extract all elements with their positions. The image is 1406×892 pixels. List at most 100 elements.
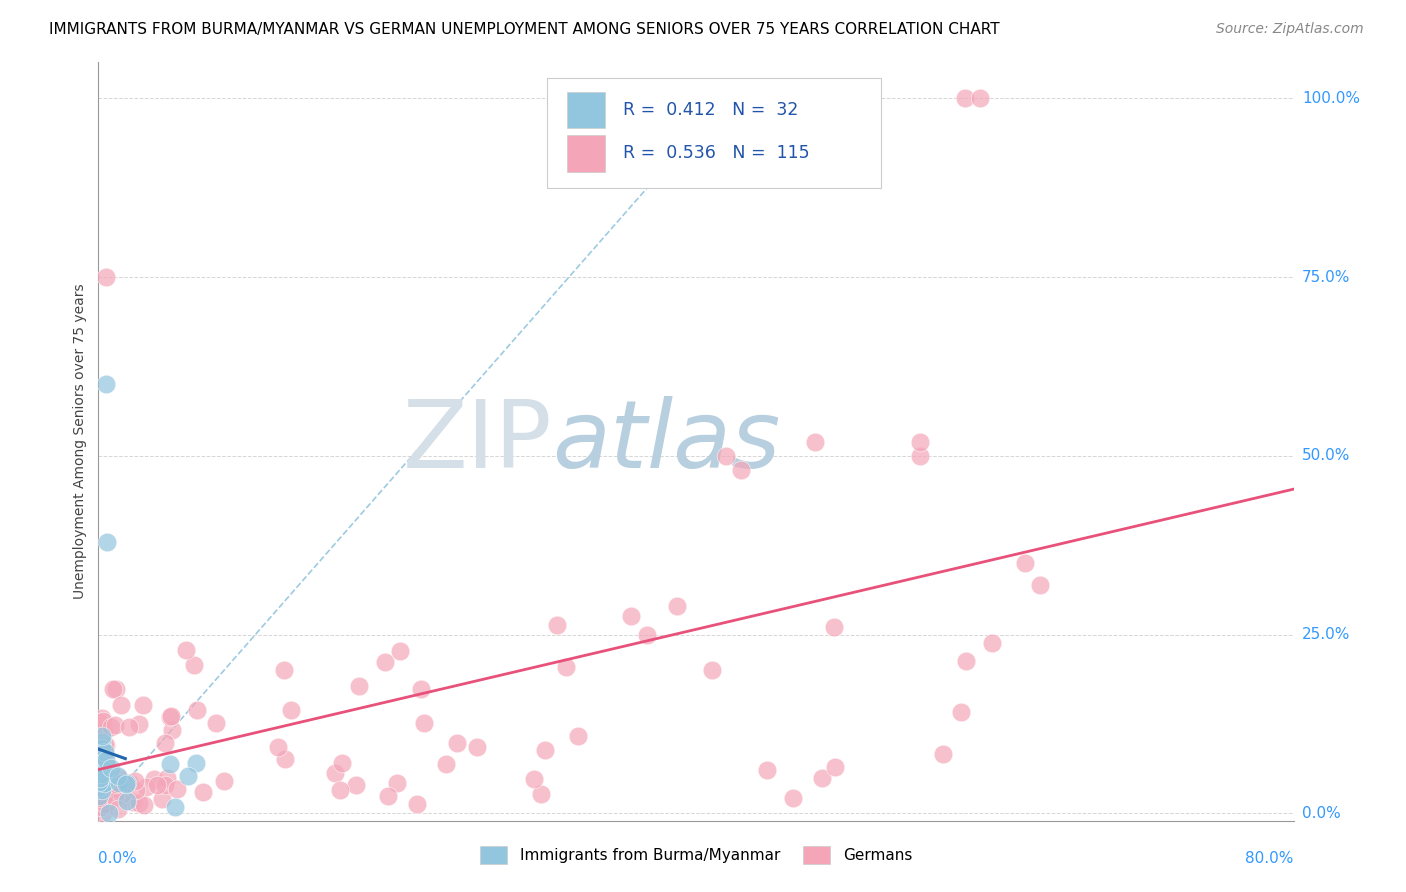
FancyBboxPatch shape: [567, 136, 605, 171]
Point: [89, 751, 111, 765]
Point: [546, 618, 568, 632]
Text: R =  0.412   N =  32: R = 0.412 N = 32: [623, 101, 799, 120]
Point: [330, 756, 353, 771]
Point: [90, 799, 112, 814]
Point: [91, 806, 114, 821]
Point: [165, 800, 187, 814]
Point: [377, 789, 399, 803]
Point: [132, 698, 155, 712]
Point: [730, 463, 752, 477]
Point: [142, 772, 165, 786]
Point: [87, 782, 110, 797]
Point: [620, 609, 643, 624]
Point: [128, 796, 150, 810]
Point: [107, 769, 129, 783]
Point: [103, 790, 125, 805]
Point: [969, 91, 991, 105]
Point: [107, 802, 129, 816]
Point: [755, 763, 778, 777]
Point: [465, 740, 488, 755]
Point: [824, 759, 846, 773]
Text: IMMIGRANTS FROM BURMA/MYANMAR VS GERMAN UNEMPLOYMENT AMONG SENIORS OVER 75 YEARS: IMMIGRANTS FROM BURMA/MYANMAR VS GERMAN …: [49, 22, 1000, 37]
Point: [191, 784, 214, 798]
Text: 0.0%: 0.0%: [1302, 806, 1340, 821]
Point: [953, 91, 976, 105]
Point: [91, 735, 114, 749]
Point: [409, 682, 432, 697]
Point: [124, 773, 146, 788]
Text: 0.0%: 0.0%: [98, 851, 138, 866]
FancyBboxPatch shape: [567, 92, 605, 128]
Point: [87, 791, 110, 805]
Point: [273, 663, 295, 677]
Point: [530, 787, 553, 801]
Point: [177, 769, 200, 783]
Point: [385, 776, 408, 790]
Point: [214, 774, 236, 789]
Point: [90, 746, 112, 760]
Point: [120, 776, 142, 790]
Point: [955, 654, 977, 668]
Point: [150, 792, 173, 806]
Point: [329, 783, 352, 797]
Point: [1028, 577, 1050, 591]
Point: [87, 774, 110, 789]
Point: [100, 761, 122, 775]
Point: [90, 711, 112, 725]
Point: [93, 765, 115, 780]
Point: [146, 778, 169, 792]
Point: [91, 782, 114, 797]
Point: [93, 749, 115, 764]
Point: [94, 758, 117, 772]
Point: [108, 771, 131, 785]
Point: [823, 620, 845, 634]
Point: [132, 797, 155, 812]
Point: [183, 658, 205, 673]
Point: [100, 720, 122, 734]
Point: [96, 534, 118, 549]
Point: [93, 774, 115, 789]
Point: [87, 780, 110, 794]
Point: [156, 771, 179, 785]
Point: [89, 768, 111, 782]
Point: [388, 644, 411, 658]
Point: [534, 743, 557, 757]
Point: [950, 705, 973, 719]
Point: [555, 660, 578, 674]
Point: [93, 725, 115, 739]
Point: [446, 736, 468, 750]
Point: [908, 449, 931, 463]
Point: [374, 656, 396, 670]
Point: [636, 627, 658, 641]
Point: [94, 782, 117, 797]
Point: [115, 776, 138, 790]
Point: [90, 737, 112, 751]
Point: [107, 781, 129, 796]
Point: [344, 778, 367, 792]
Point: [323, 766, 346, 780]
Legend: Immigrants from Burma/Myanmar, Germans: Immigrants from Burma/Myanmar, Germans: [474, 840, 918, 870]
Point: [714, 449, 737, 463]
Point: [90, 774, 112, 789]
Point: [174, 643, 197, 657]
Point: [160, 723, 183, 737]
Point: [274, 752, 297, 766]
Point: [811, 771, 834, 785]
Point: [804, 434, 827, 449]
Text: 75.0%: 75.0%: [1302, 269, 1350, 285]
Y-axis label: Unemployment Among Seniors over 75 years: Unemployment Among Seniors over 75 years: [73, 284, 87, 599]
Point: [159, 710, 181, 724]
Point: [406, 797, 429, 811]
Point: [280, 703, 302, 717]
Point: [782, 791, 804, 805]
Point: [87, 781, 110, 796]
Point: [980, 636, 1002, 650]
Point: [94, 738, 117, 752]
Point: [91, 740, 114, 755]
Point: [90, 767, 112, 781]
Text: R =  0.536   N =  115: R = 0.536 N = 115: [623, 145, 810, 162]
Text: Source: ZipAtlas.com: Source: ZipAtlas.com: [1216, 22, 1364, 37]
Point: [184, 756, 207, 770]
Point: [96, 754, 118, 768]
Point: [90, 750, 112, 764]
